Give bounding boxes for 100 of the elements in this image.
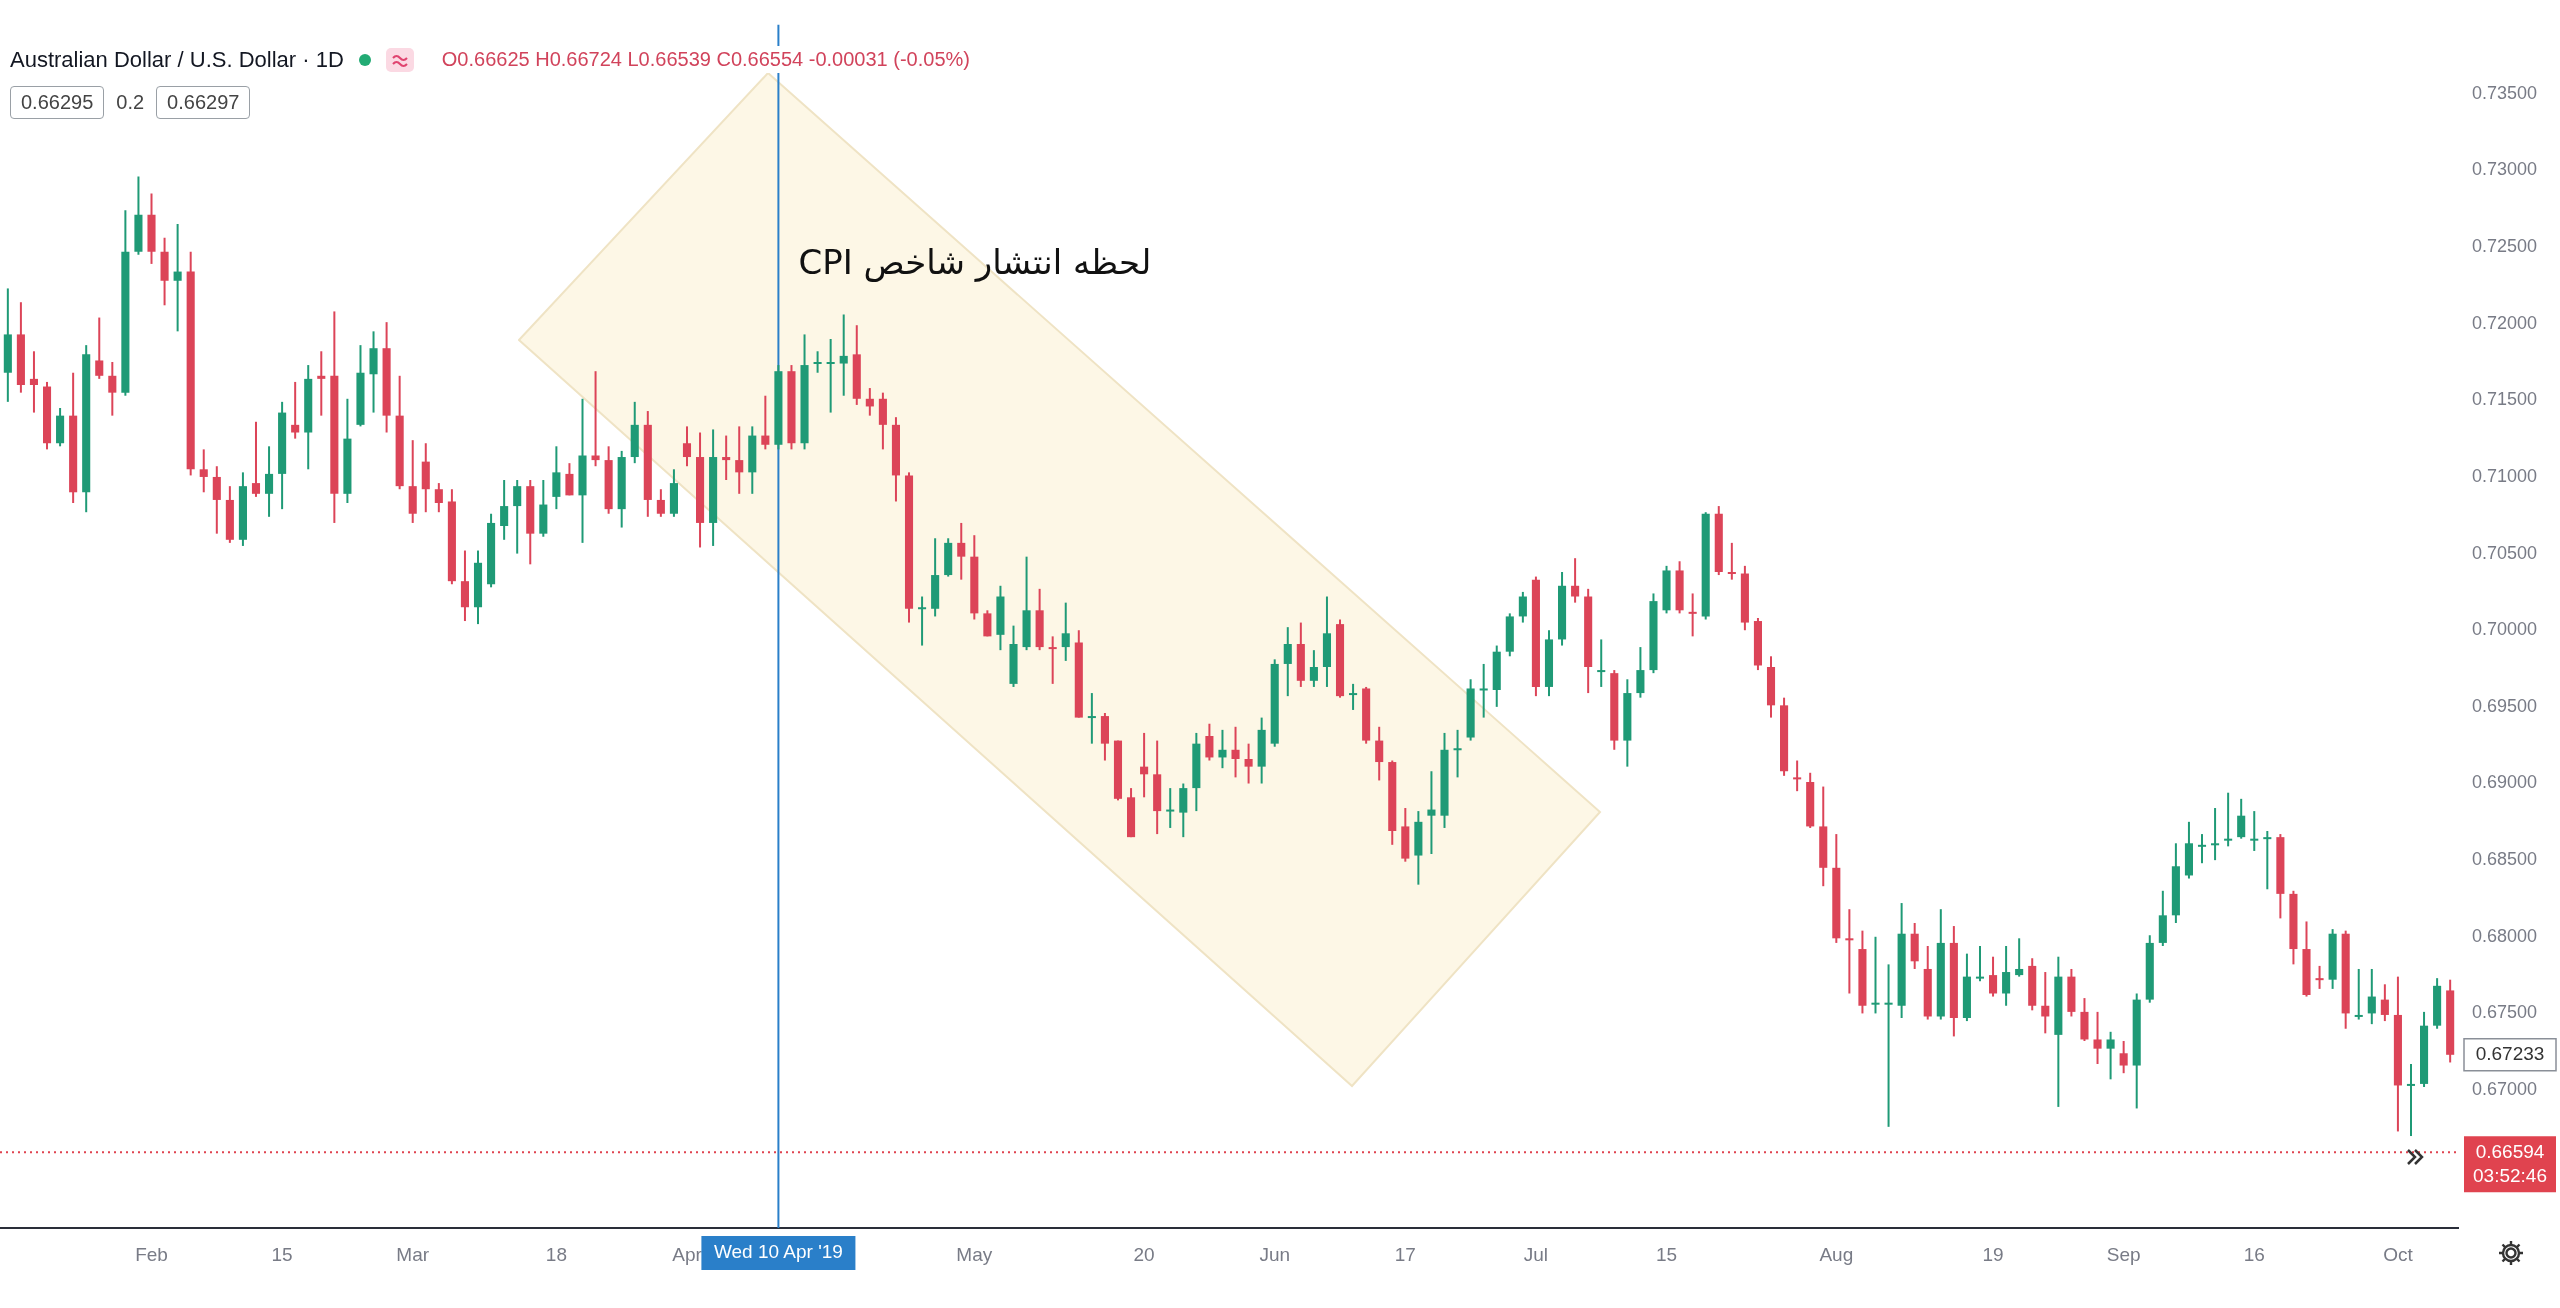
- candlestick: [1309, 649, 1318, 688]
- candlestick: [1636, 646, 1645, 699]
- y-tick-label: 0.71000: [2472, 465, 2538, 486]
- candlestick: [199, 448, 208, 494]
- candlestick: [813, 350, 822, 374]
- candlestick: [173, 223, 182, 333]
- annotation: 0.2: [116, 91, 145, 114]
- candlestick: [500, 479, 509, 541]
- x-tick-label: Aug: [1819, 1243, 1854, 1265]
- x-tick-label: Jun: [1259, 1243, 1291, 1265]
- candlestick: [1597, 638, 1606, 688]
- candlestick: [2250, 810, 2259, 852]
- x-tick-label: Feb: [135, 1243, 168, 1265]
- candlestick: [95, 316, 104, 380]
- candlestick: [1845, 908, 1854, 995]
- candlestick: [2263, 830, 2272, 891]
- candlestick: [1349, 682, 1358, 711]
- y-tick-label: 0.67500: [2472, 1002, 2538, 1023]
- candlestick: [2093, 1010, 2102, 1065]
- candlestick: [2106, 1030, 2115, 1081]
- candlestick: [682, 425, 692, 468]
- candlestick: [1688, 592, 1697, 638]
- ref-line-label: 0.66594: [2475, 1140, 2545, 1162]
- text: 03:52:46: [2473, 1164, 2547, 1186]
- candlestick: [2224, 791, 2233, 848]
- y-tick-label: 0.69000: [2472, 772, 2538, 793]
- candlestick: [565, 462, 574, 497]
- y-tick-label: 0.68500: [2472, 849, 2538, 870]
- candlestick: [2380, 983, 2389, 1023]
- candlestick: [2119, 1040, 2128, 1075]
- y-tick-label: 0.68000: [2472, 925, 2538, 946]
- candlestick: [865, 387, 874, 417]
- candlestick: [1061, 601, 1070, 662]
- candlestick: [212, 465, 221, 535]
- candlestick: [1375, 725, 1384, 782]
- candlestick: [1793, 759, 1802, 793]
- candlestick: [918, 595, 927, 647]
- candlestick: [957, 521, 966, 581]
- x-tick-label: Wed 10 Apr '19: [713, 1241, 843, 1263]
- y-tick-label: 0.70500: [2472, 542, 2538, 563]
- candlestick: [251, 420, 261, 498]
- annotation: 0.66297: [156, 86, 251, 119]
- candlestick: [291, 380, 300, 440]
- candlestick: [1989, 955, 1998, 998]
- candlestick: [983, 609, 992, 638]
- x-tick-label: 19: [1982, 1243, 2004, 1265]
- x-tick-label: 16: [2243, 1243, 2265, 1265]
- candlestick: [1166, 787, 1175, 829]
- candlestick: [317, 350, 326, 417]
- candlestick: [2197, 833, 2207, 865]
- y-tick-label: 0.73500: [2472, 82, 2538, 103]
- candlestick: [1975, 944, 1985, 983]
- candlestick: [735, 425, 744, 495]
- x-tick-label: 17: [1394, 1243, 1416, 1265]
- candlestick: [2041, 971, 2050, 1035]
- y-tick-label: 0.71500: [2472, 389, 2538, 410]
- candlestick: [1518, 590, 1527, 624]
- x-tick-label: Jul: [1523, 1243, 1549, 1265]
- x-tick-label: 15: [1655, 1243, 1678, 1265]
- y-tick-label: 0.67000: [2472, 1079, 2538, 1100]
- candlestick: [513, 479, 522, 555]
- y-tick-label: 0.73000: [2472, 159, 2538, 180]
- candlestick: [656, 488, 665, 518]
- candlestick: [1218, 728, 1227, 770]
- candlestick: [1453, 728, 1462, 779]
- x-tick-label: Oct: [2383, 1243, 2414, 1265]
- y-tick-label: 0.70000: [2472, 619, 2538, 640]
- candlestick: [761, 394, 770, 451]
- x-tick-label: 20: [1133, 1243, 1155, 1265]
- candlestick: [1048, 635, 1057, 685]
- text: Australian Dollar / U.S. Dollar · 1D: [10, 46, 344, 73]
- text: 0.67233: [2475, 1043, 2545, 1065]
- candlestick: [2315, 964, 2324, 990]
- y-tick-label: 0.72000: [2472, 312, 2538, 333]
- x-tick-label: Mar: [396, 1243, 430, 1265]
- candlestick: [434, 482, 443, 514]
- candlestick: [1205, 722, 1214, 762]
- candlestick: [1427, 770, 1436, 856]
- y-tick-label: 0.69500: [2472, 695, 2538, 716]
- candlestick: [1479, 662, 1488, 719]
- candlestick: [1231, 725, 1240, 779]
- candlestick: [1087, 692, 1096, 745]
- x-tick-label: Sep: [2106, 1243, 2141, 1265]
- x-tick-label: May: [956, 1243, 993, 1265]
- candlestick: [265, 445, 274, 518]
- candlestick: [1244, 742, 1253, 785]
- annotation: 0.66295: [10, 86, 105, 119]
- candlestick: [1283, 626, 1292, 698]
- candlestick: [2002, 944, 2011, 1007]
- candlestick: [722, 434, 731, 482]
- candlestick: [2354, 967, 2363, 1021]
- candlestick: [1140, 731, 1149, 799]
- annotation: لحظه انتشار شاخص CPI: [798, 242, 1152, 284]
- candlestick: [2406, 1063, 2416, 1138]
- x-tick-label: 15: [271, 1243, 293, 1265]
- candlestick: [1571, 557, 1580, 604]
- candlestick: [2237, 797, 2246, 840]
- candlestick: [839, 313, 848, 397]
- annotation: O0.66625 H0.66724 L0.66539 C0.66554 -0.00031 (-0.05%): [437, 46, 974, 73]
- candlestick: [108, 361, 117, 417]
